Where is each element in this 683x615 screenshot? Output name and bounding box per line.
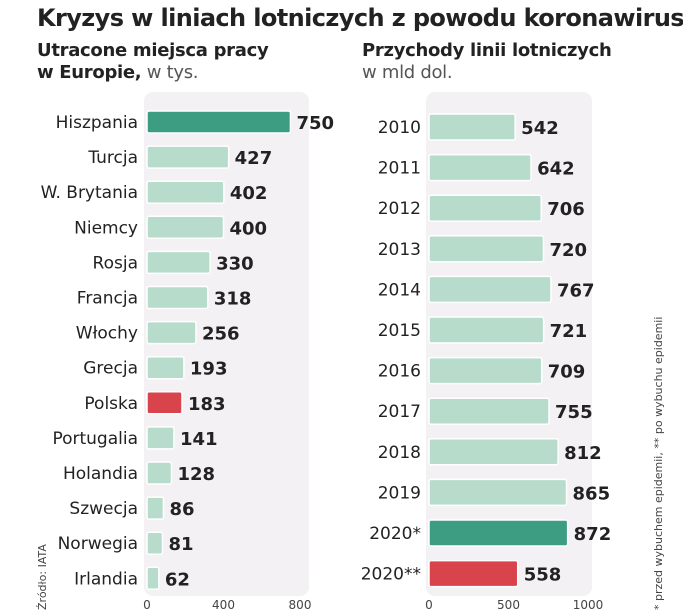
bar	[428, 519, 569, 547]
value-label: 141	[180, 429, 218, 450]
left-subtitle: Utracone miejsca pracy w Europie, w tys.	[37, 40, 269, 84]
bar	[428, 113, 516, 141]
category-label: 2020**	[361, 565, 421, 585]
tick-label: 0	[425, 598, 433, 612]
value-label: 542	[521, 118, 559, 139]
category-label: Polska	[84, 394, 138, 414]
category-label: 2020*	[369, 524, 421, 544]
value-label: 720	[549, 240, 587, 261]
category-label: Włochy	[76, 324, 138, 344]
bar	[146, 531, 164, 555]
value-label: 721	[550, 321, 588, 342]
bar	[428, 153, 532, 182]
value-label: 62	[165, 569, 190, 590]
bar	[146, 566, 160, 591]
bar	[146, 180, 225, 204]
category-label: Portugalia	[52, 429, 138, 449]
value-label: 709	[548, 362, 586, 383]
category-label: 2013	[378, 240, 421, 260]
value-label: 706	[547, 199, 585, 220]
category-label: Turcja	[87, 148, 138, 168]
jobs-lost-chart: Hiszpania 750 Turcja 427 W. Brytania 402 Niemc…	[41, 92, 334, 612]
bar	[146, 391, 183, 415]
value-label: 872	[574, 524, 610, 545]
bar	[146, 355, 185, 380]
chart-title: Kryzys w liniach lotniczych z powodu kor…	[37, 4, 683, 32]
value-label: 558	[524, 565, 562, 586]
bar	[146, 320, 197, 345]
revenue-chart: 2010 542 2011 642 2012 706 2013 720 2014 767 2015 7…	[361, 92, 610, 612]
left-subtitle-unit: w tys.	[141, 62, 199, 83]
bar	[146, 250, 211, 275]
value-label: 193	[190, 359, 228, 380]
bar	[428, 194, 543, 222]
category-label: 2018	[378, 443, 421, 463]
tick-label: 800	[289, 598, 312, 612]
category-label: Irlandia	[74, 569, 138, 589]
value-label: 183	[188, 394, 226, 415]
value-label: 81	[168, 534, 193, 555]
bar	[146, 145, 230, 169]
category-label: 2015	[378, 321, 421, 341]
value-label: 812	[564, 443, 602, 464]
bar	[428, 478, 568, 507]
right-subtitle: Przychody linii lotniczych w mld dol.	[362, 40, 612, 84]
category-label: 2012	[378, 199, 421, 219]
value-label: 318	[214, 289, 252, 310]
bar	[428, 356, 543, 385]
value-label: 256	[202, 324, 240, 345]
category-label: 2014	[378, 280, 421, 300]
value-label: 400	[230, 218, 268, 239]
category-label: 2019	[378, 483, 421, 503]
value-label: 642	[537, 159, 575, 180]
value-label: 767	[557, 280, 595, 301]
left-subtitle-line1: Utracone miejsca pracy	[37, 40, 269, 61]
footnote: * przed wybuchem epidemii, ** po wybuchu…	[652, 316, 665, 610]
value-label: 755	[555, 402, 593, 423]
source-note: Źródło: IATA	[36, 544, 49, 610]
tick-label: 400	[212, 598, 235, 612]
tick-label: 1000	[573, 598, 604, 612]
bar	[428, 235, 545, 263]
category-label: 2017	[378, 402, 421, 422]
right-subtitle-line1: Przychody linii lotniczych	[362, 40, 612, 61]
category-label: 2016	[378, 362, 421, 382]
category-label: Hiszpania	[56, 113, 138, 133]
bar	[146, 496, 165, 520]
bar	[428, 438, 559, 466]
bar	[428, 397, 550, 425]
bar	[146, 215, 225, 240]
tick-label: 0	[143, 598, 151, 612]
category-label: Grecja	[83, 359, 138, 379]
value-label: 427	[235, 148, 273, 169]
left-subtitle-line2: w Europie,	[37, 62, 142, 83]
value-label: 330	[216, 253, 254, 274]
category-label: 2010	[378, 118, 421, 138]
tick-label: 500	[497, 598, 520, 612]
value-label: 128	[177, 464, 215, 485]
bar	[428, 559, 519, 588]
bar	[146, 110, 292, 134]
right-subtitle-unit: w mld dol.	[362, 62, 453, 83]
category-label: Niemcy	[74, 218, 138, 238]
value-label: 402	[230, 183, 268, 204]
category-label: Szwecja	[69, 499, 138, 519]
bar	[146, 426, 175, 450]
category-label: Norwegia	[58, 534, 138, 554]
bar	[146, 285, 209, 310]
category-label: 2011	[378, 159, 421, 179]
bar	[428, 275, 552, 304]
bar	[146, 461, 173, 485]
value-label: 750	[296, 113, 334, 134]
category-label: Holandia	[63, 464, 138, 484]
value-label: 865	[573, 483, 610, 504]
value-label: 86	[169, 499, 194, 520]
category-label: Rosja	[93, 253, 138, 273]
bar	[428, 316, 545, 344]
category-label: Francja	[77, 289, 138, 309]
category-label: W. Brytania	[41, 183, 138, 203]
